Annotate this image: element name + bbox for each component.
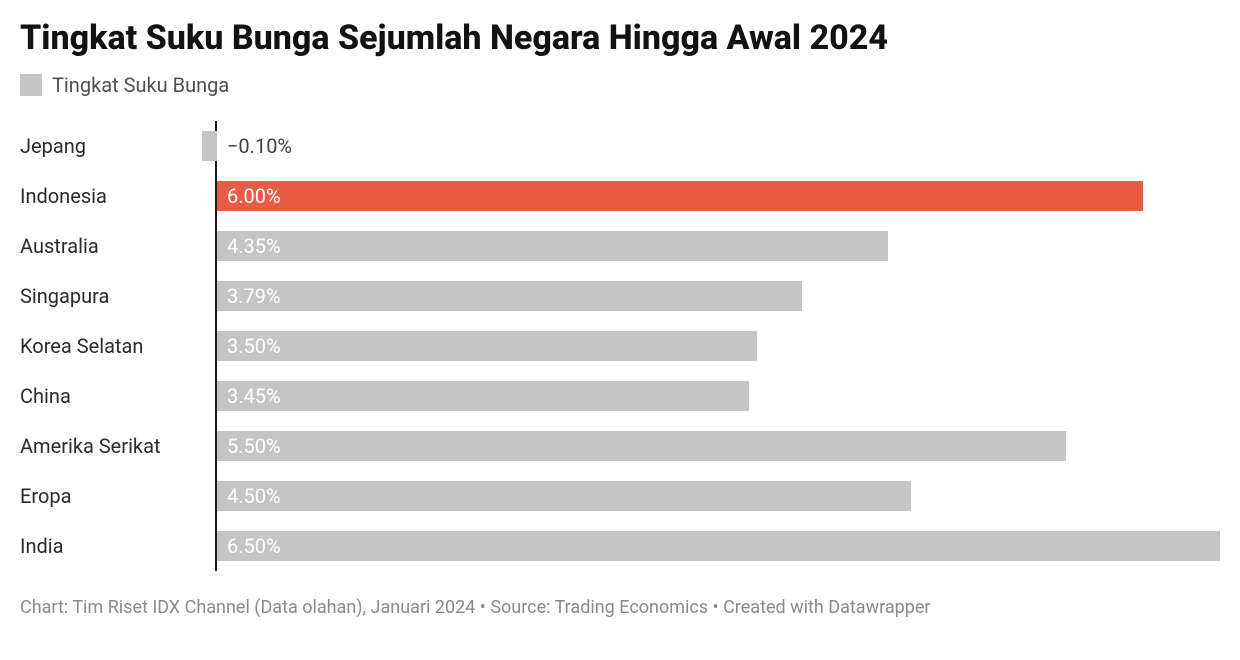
table-row: Korea Selatan 3.50% [20,321,1220,371]
bar-track: 3.79% [215,271,1220,321]
category-label: Singapura [20,284,215,308]
table-row: China 3.45% [20,371,1220,421]
category-label: Eropa [20,484,215,508]
chart-title: Tingkat Suku Bunga Sejumlah Negara Hingg… [20,18,1220,59]
bar [202,131,217,161]
bar [217,281,802,311]
legend-swatch [20,74,42,96]
bar-track: 6.00% [215,171,1220,221]
category-label: India [20,534,215,558]
category-label: Indonesia [20,184,215,208]
table-row: Eropa 4.50% [20,471,1220,521]
value-label: −0.10% [227,134,292,158]
table-row: Amerika Serikat 5.50% [20,421,1220,471]
bar-track: −0.10% [215,121,1220,171]
bar-chart: Jepang −0.10% Indonesia 6.00% Australia 4.35%… [20,121,1220,571]
bar [217,331,757,361]
table-row: India 6.50% [20,521,1220,571]
value-label: 3.50% [227,334,281,358]
bar-track: 6.50% [215,521,1220,571]
category-label: Australia [20,234,215,258]
value-label: 3.79% [227,284,281,308]
value-label: 4.50% [227,484,281,508]
value-label: 6.00% [227,184,281,208]
chart-footer: Chart: Tim Riset IDX Channel (Data olaha… [20,597,1220,618]
bar-track: 3.50% [215,321,1220,371]
bar [217,431,1066,461]
bar [217,481,911,511]
legend-label: Tingkat Suku Bunga [52,73,229,97]
value-label: 4.35% [227,234,281,258]
table-row: Australia 4.35% [20,221,1220,271]
bar [217,231,888,261]
category-label: Korea Selatan [20,334,215,358]
category-label: Amerika Serikat [20,434,215,458]
table-row: Indonesia 6.00% [20,171,1220,221]
table-row: Singapura 3.79% [20,271,1220,321]
bar-track: 3.45% [215,371,1220,421]
value-label: 5.50% [227,434,281,458]
bar [217,381,749,411]
table-row: Jepang −0.10% [20,121,1220,171]
value-label: 6.50% [227,534,281,558]
legend: Tingkat Suku Bunga [20,73,1220,97]
bar-track: 4.50% [215,471,1220,521]
category-label: Jepang [20,134,215,158]
bar-track: 4.35% [215,221,1220,271]
value-label: 3.45% [227,384,281,408]
category-label: China [20,384,215,408]
bar [217,531,1220,561]
bar [217,181,1143,211]
bar-track: 5.50% [215,421,1220,471]
